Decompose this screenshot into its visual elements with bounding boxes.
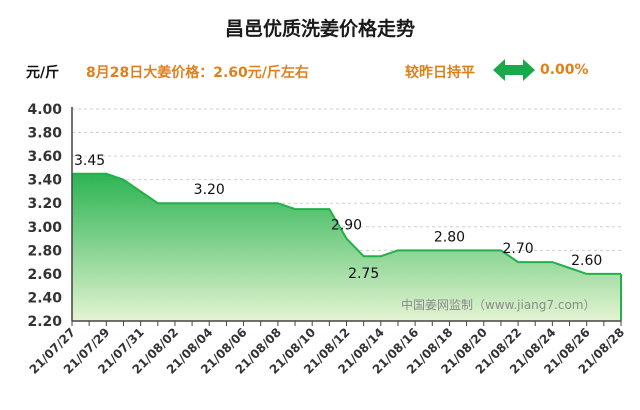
data-labels: 3.45 3.20 2.90 2.75 2.80 2.70 2.60 <box>74 153 602 282</box>
series-area <box>72 172 622 321</box>
data-label: 3.20 <box>194 182 225 198</box>
y-tick-label: 3.80 <box>27 126 62 142</box>
y-tick-label: 3.40 <box>27 173 62 189</box>
y-tick-label: 2.40 <box>27 290 62 306</box>
y-tick-label: 3.20 <box>27 196 62 212</box>
data-label: 2.75 <box>348 266 379 282</box>
unit-label: 元/斤 <box>26 65 60 81</box>
y-tick-label: 3.00 <box>27 220 62 236</box>
y-tick-label: 2.80 <box>27 243 62 259</box>
y-tick-label: 2.60 <box>27 267 62 283</box>
data-label: 2.60 <box>571 253 602 269</box>
series-line <box>72 172 621 275</box>
series-area-fill <box>72 173 621 321</box>
watermark: 中国姜网监制（www.jiang7.com） <box>401 297 595 312</box>
price-note: 8月28日大姜价格：2.60元/斤左右 <box>86 65 309 81</box>
y-tick-label: 2.20 <box>27 314 62 330</box>
data-label: 2.90 <box>331 218 362 234</box>
chart-title: 昌邑优质洗姜价格走势 <box>224 18 415 40</box>
compare-value: 0.00% <box>540 62 589 78</box>
compare-label: 较昨日持平 <box>405 65 475 81</box>
double-arrow-icon <box>493 59 535 81</box>
data-label: 2.70 <box>502 241 533 257</box>
data-label: 3.45 <box>74 153 105 169</box>
data-label: 2.80 <box>434 229 465 245</box>
y-tick-label: 4.00 <box>27 102 62 118</box>
y-tick-label: 3.60 <box>27 149 62 165</box>
